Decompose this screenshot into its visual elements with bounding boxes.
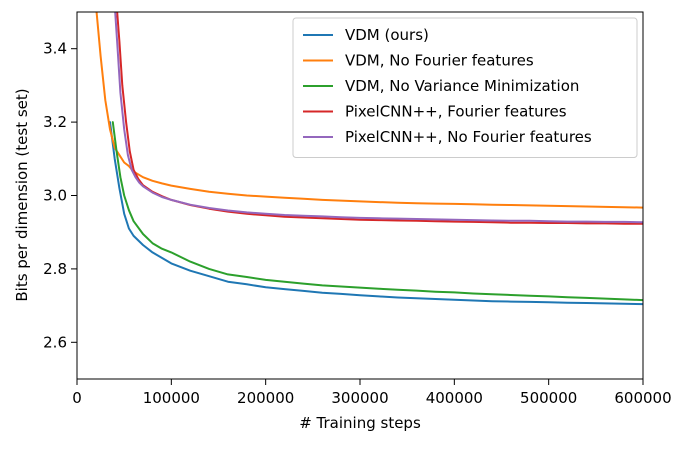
series-line-1: [109, 121, 643, 306]
y-axis-label: Bits per dimension (test set): [13, 88, 31, 301]
legend: VDM (ours) VDM, No Fourier features VDM, N…: [292, 17, 638, 158]
y-tick-label: 2.8: [43, 260, 67, 278]
legend-label: VDM, No Variance Minimization: [345, 77, 579, 95]
x-tick-label: 200000: [237, 389, 294, 407]
y-tick-label: 3.0: [43, 187, 67, 205]
series-line-4: [116, 12, 643, 225]
x-axis: 0 100000 200000 300000 400000 500000 600000: [72, 379, 672, 407]
y-axis: 2.6 2.8 3.0 3.2 3.4: [43, 40, 77, 351]
legend-label: PixelCNN++, Fourier features: [345, 103, 567, 121]
y-tick-label: 3.2: [43, 113, 67, 131]
x-axis-label: # Training steps: [299, 414, 421, 432]
y-tick-label: 3.4: [43, 40, 67, 58]
x-tick-label: 600000: [614, 389, 671, 407]
series-line-2: [95, 12, 643, 209]
x-tick-label: 300000: [331, 389, 388, 407]
legend-label: VDM (ours): [345, 26, 429, 44]
series-line-5: [114, 12, 643, 224]
legend-label: VDM, No Fourier features: [345, 52, 534, 70]
series-layer: [95, 12, 643, 306]
x-tick-label: 500000: [520, 389, 577, 407]
x-tick-label: 100000: [143, 389, 200, 407]
y-tick-label: 2.6: [43, 333, 67, 351]
x-tick-label: 0: [72, 389, 82, 407]
x-tick-label: 400000: [426, 389, 483, 407]
series-line-3: [111, 121, 643, 302]
legend-box: [292, 17, 638, 158]
legend-label: PixelCNN++, No Fourier features: [345, 128, 592, 146]
